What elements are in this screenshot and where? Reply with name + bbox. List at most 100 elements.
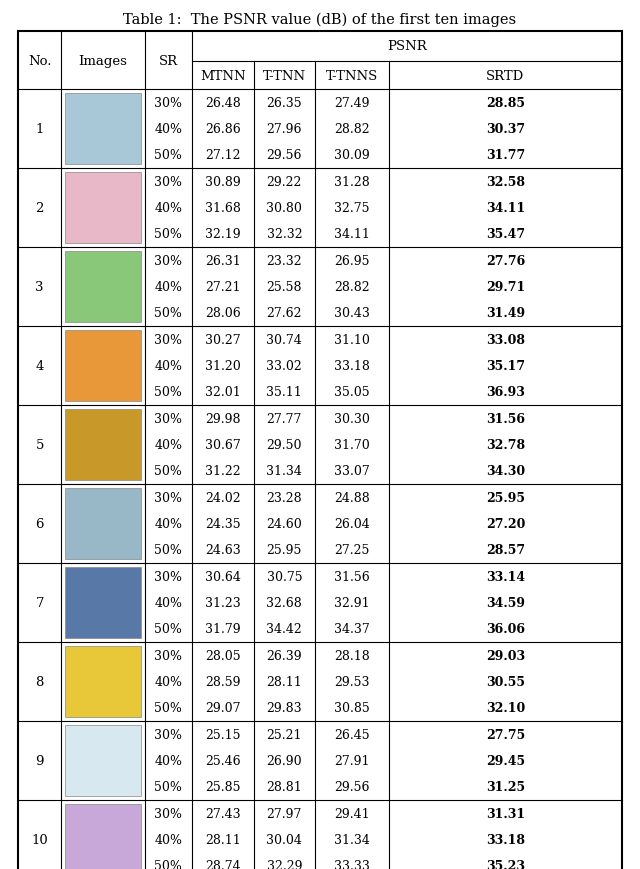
- Text: 32.91: 32.91: [334, 596, 370, 609]
- Text: 40%: 40%: [154, 123, 182, 136]
- Text: 50%: 50%: [154, 859, 182, 869]
- Text: 8: 8: [36, 675, 44, 688]
- Text: PSNR: PSNR: [387, 41, 427, 53]
- Text: 6: 6: [35, 517, 44, 530]
- Text: 32.32: 32.32: [266, 228, 302, 241]
- Text: 30.37: 30.37: [486, 123, 525, 136]
- Text: 26.90: 26.90: [266, 754, 302, 767]
- Text: 25.95: 25.95: [267, 544, 302, 557]
- Text: 32.78: 32.78: [486, 439, 525, 452]
- Text: 36.06: 36.06: [486, 622, 525, 635]
- Text: 30%: 30%: [154, 176, 182, 189]
- Text: 32.29: 32.29: [267, 859, 302, 869]
- Text: 32.10: 32.10: [486, 701, 525, 714]
- Text: 30.30: 30.30: [334, 412, 370, 425]
- Text: 36.93: 36.93: [486, 386, 525, 399]
- Text: 35.23: 35.23: [486, 859, 525, 869]
- Text: 30.55: 30.55: [486, 675, 525, 688]
- Text: 50%: 50%: [154, 701, 182, 714]
- Text: 24.35: 24.35: [205, 517, 241, 530]
- Text: 31.79: 31.79: [205, 622, 241, 635]
- Text: 40%: 40%: [154, 596, 182, 609]
- Text: 40%: 40%: [154, 754, 182, 767]
- Text: 28.11: 28.11: [205, 833, 241, 846]
- Text: 30.89: 30.89: [205, 176, 241, 189]
- Bar: [65, 94, 141, 165]
- Text: 30%: 30%: [154, 649, 182, 662]
- Text: 28.74: 28.74: [205, 859, 241, 869]
- Text: 35.47: 35.47: [486, 228, 525, 241]
- Text: T-TNN: T-TNN: [263, 70, 306, 83]
- Text: 31.68: 31.68: [205, 202, 241, 215]
- Text: 24.63: 24.63: [205, 544, 241, 557]
- Text: 34.42: 34.42: [266, 622, 302, 635]
- Text: 28.81: 28.81: [266, 780, 302, 793]
- Text: 50%: 50%: [154, 386, 182, 399]
- Text: 27.76: 27.76: [486, 255, 525, 268]
- Text: 30%: 30%: [154, 412, 182, 425]
- Text: 31.20: 31.20: [205, 360, 241, 373]
- Text: 27.49: 27.49: [334, 96, 370, 109]
- Text: 27.25: 27.25: [334, 544, 370, 557]
- Text: 50%: 50%: [154, 622, 182, 635]
- Text: 28.05: 28.05: [205, 649, 241, 662]
- Text: 34.30: 34.30: [486, 465, 525, 478]
- Text: 29.56: 29.56: [334, 780, 370, 793]
- Text: 26.39: 26.39: [266, 649, 302, 662]
- Text: 32.01: 32.01: [205, 386, 241, 399]
- Text: SR: SR: [159, 55, 178, 68]
- Text: 25.58: 25.58: [267, 281, 302, 294]
- Bar: [65, 804, 141, 869]
- Text: 30%: 30%: [154, 334, 182, 346]
- Text: 26.48: 26.48: [205, 96, 241, 109]
- Text: 26.35: 26.35: [266, 96, 302, 109]
- Text: No.: No.: [28, 55, 51, 68]
- Text: 31.31: 31.31: [486, 806, 525, 819]
- Text: 28.59: 28.59: [205, 675, 241, 688]
- Text: 30.09: 30.09: [334, 149, 370, 163]
- Text: 27.96: 27.96: [267, 123, 302, 136]
- Text: 26.04: 26.04: [334, 517, 370, 530]
- Text: 1: 1: [36, 123, 44, 136]
- Text: 30.67: 30.67: [205, 439, 241, 452]
- Text: 30%: 30%: [154, 491, 182, 504]
- Text: 32.58: 32.58: [486, 176, 525, 189]
- Text: 7: 7: [35, 596, 44, 609]
- Text: 27.77: 27.77: [267, 412, 302, 425]
- Text: 4: 4: [36, 360, 44, 373]
- Text: 31.77: 31.77: [486, 149, 525, 163]
- Text: 29.53: 29.53: [334, 675, 370, 688]
- Text: 33.08: 33.08: [486, 334, 525, 346]
- Text: 27.62: 27.62: [267, 307, 302, 320]
- Text: 30%: 30%: [154, 570, 182, 583]
- Text: 30.27: 30.27: [205, 334, 241, 346]
- Text: 28.82: 28.82: [334, 123, 370, 136]
- Text: 28.82: 28.82: [334, 281, 370, 294]
- Bar: [65, 409, 141, 481]
- Text: 30%: 30%: [154, 806, 182, 819]
- Text: 40%: 40%: [154, 202, 182, 215]
- Text: SRTD: SRTD: [486, 70, 525, 83]
- Text: 30%: 30%: [154, 96, 182, 109]
- Text: 27.43: 27.43: [205, 806, 241, 819]
- Text: 32.19: 32.19: [205, 228, 241, 241]
- Text: 28.85: 28.85: [486, 96, 525, 109]
- Text: 50%: 50%: [154, 465, 182, 478]
- Text: 10: 10: [31, 833, 48, 846]
- Text: 30.80: 30.80: [266, 202, 302, 215]
- Text: 26.45: 26.45: [334, 728, 370, 740]
- Text: 30.85: 30.85: [334, 701, 370, 714]
- Text: 26.95: 26.95: [334, 255, 370, 268]
- Text: 27.12: 27.12: [205, 149, 241, 163]
- Text: 30.64: 30.64: [205, 570, 241, 583]
- Text: 33.18: 33.18: [486, 833, 525, 846]
- Text: T-TNNS: T-TNNS: [326, 70, 378, 83]
- Text: 34.11: 34.11: [486, 202, 525, 215]
- Text: 27.97: 27.97: [267, 806, 302, 819]
- Text: 50%: 50%: [154, 544, 182, 557]
- Text: 25.21: 25.21: [267, 728, 302, 740]
- Text: 40%: 40%: [154, 675, 182, 688]
- Bar: [65, 330, 141, 401]
- Text: 29.22: 29.22: [267, 176, 302, 189]
- Bar: [65, 567, 141, 638]
